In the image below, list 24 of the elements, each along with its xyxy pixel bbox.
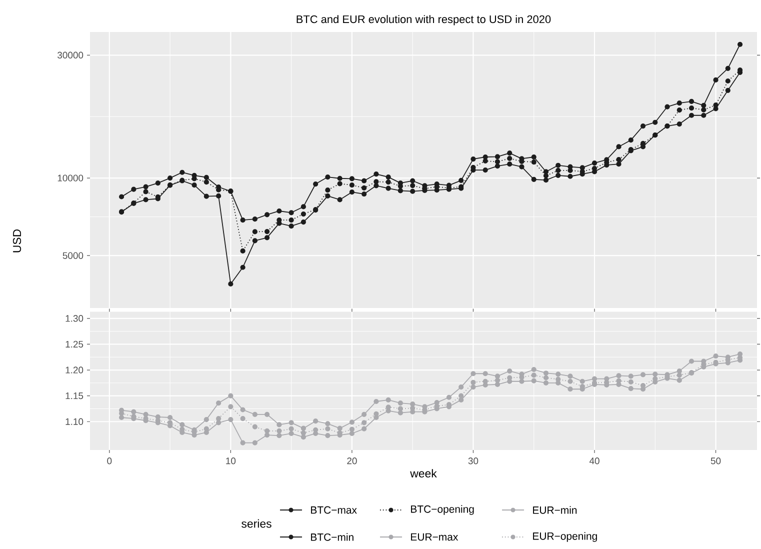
y-tick-label: 1.15 <box>66 392 84 400</box>
legend-label: BTC−opening <box>411 505 474 515</box>
y-tick-label: 1.30 <box>66 315 84 322</box>
chart-title: BTC and EUR evolution with respect to USD in 2020 <box>296 15 551 26</box>
x-tick-label: 10 <box>226 458 236 464</box>
y-tick-label: 10000 <box>58 174 84 182</box>
x-tick-label: 40 <box>589 458 600 464</box>
x-tick-label: 30 <box>468 458 478 464</box>
legend-label: EUR−min <box>533 506 577 514</box>
x-tick-label: 20 <box>347 458 357 464</box>
y-axis-title: USD <box>12 229 22 252</box>
y-tick-label: 1.10 <box>66 418 84 425</box>
x-tick-label: 50 <box>710 458 721 464</box>
y-tick-label: 5000 <box>62 252 84 259</box>
legend-title: series <box>242 519 272 528</box>
y-tick-label: 30000 <box>58 52 84 58</box>
legend-label: BTC−max <box>311 506 357 514</box>
legend-label: EUR−opening <box>533 532 597 542</box>
y-tick-label: 1.25 <box>66 340 84 348</box>
legend-label: EUR−max <box>411 533 458 541</box>
y-tick-label: 1.20 <box>66 366 84 374</box>
legend-label: BTC−min <box>311 533 354 541</box>
x-tick-label: 0 <box>107 458 112 464</box>
x-axis-title: week <box>410 469 437 478</box>
